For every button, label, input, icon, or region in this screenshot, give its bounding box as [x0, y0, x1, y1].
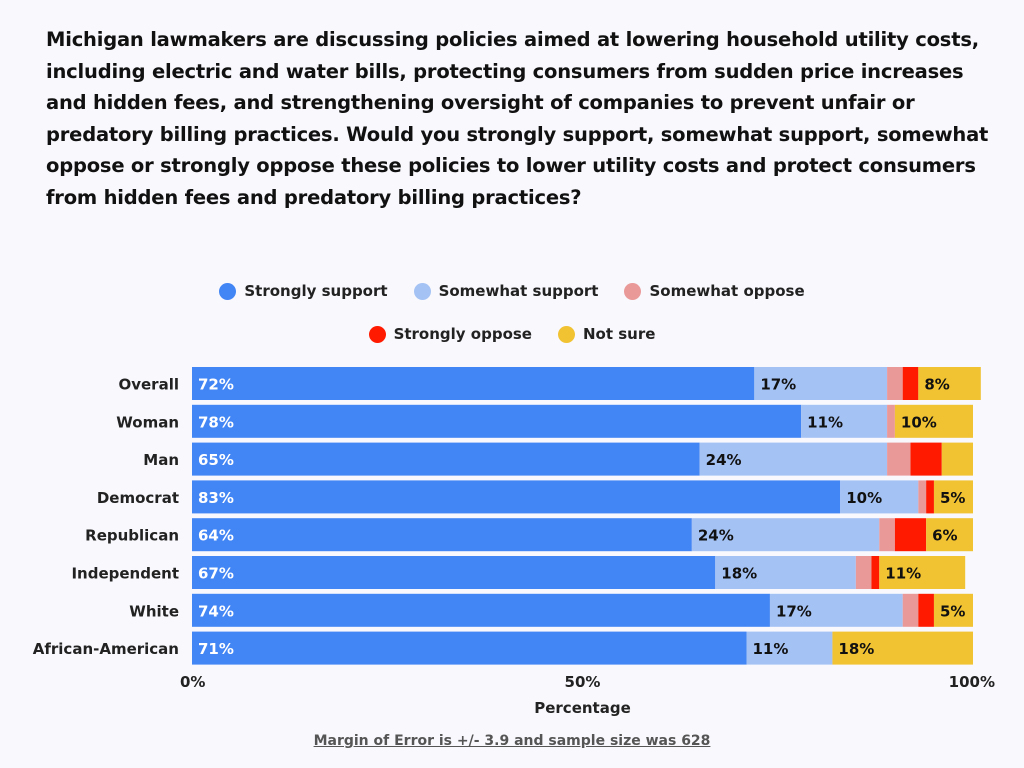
bar-segment	[879, 518, 895, 552]
data-label: 8%	[924, 376, 949, 394]
bar-segment	[918, 367, 981, 400]
chart-title: Michigan lawmakers are discussing polici…	[46, 28, 989, 209]
data-label: 83%	[198, 489, 234, 507]
category-label: Overall	[118, 376, 179, 394]
bar-segment	[871, 556, 880, 589]
data-label: 17%	[776, 602, 812, 620]
bar-segment	[918, 593, 934, 627]
legend-swatch	[368, 325, 386, 343]
bar-segment	[879, 556, 966, 589]
bar-segment	[910, 442, 942, 476]
data-label: 24%	[706, 451, 742, 469]
data-label: 6%	[932, 527, 957, 545]
legend-item: Somewhat oppose	[624, 282, 805, 300]
data-label: 18%	[838, 640, 874, 658]
bar-segment	[192, 367, 755, 400]
bar-segment	[192, 442, 700, 476]
bar-segment	[192, 593, 770, 627]
data-label: 18%	[721, 565, 757, 583]
bar-segment	[926, 480, 934, 514]
x-tick-label: 50%	[565, 673, 601, 691]
legend-item: Strongly support	[219, 282, 388, 300]
legend-label: Somewhat oppose	[649, 282, 805, 300]
bar-segment	[769, 593, 903, 627]
bar-segment	[699, 442, 888, 476]
legend-label: Somewhat support	[438, 282, 599, 300]
data-label: 10%	[846, 489, 882, 507]
category-label: African-American	[33, 640, 179, 658]
margin-of-error-note: Margin of Error is +/- 3.9 and sample si…	[313, 733, 711, 749]
bar-segment	[715, 556, 856, 589]
legend-swatch	[624, 282, 642, 300]
bar-segment	[801, 404, 888, 438]
data-label: 11%	[753, 640, 789, 658]
legend-swatch	[219, 282, 237, 300]
category-label: Independent	[71, 565, 179, 583]
bar-segment	[902, 593, 919, 627]
data-label: 17%	[760, 376, 796, 394]
legend-row-1: Strongly support Somewhat support Somewhat…	[0, 282, 1024, 300]
bar-segment	[894, 518, 927, 552]
data-label: 72%	[198, 376, 234, 394]
data-label: 64%	[198, 527, 234, 545]
category-label: White	[129, 602, 179, 620]
bar-segment	[840, 480, 919, 514]
bar-segment	[933, 480, 973, 514]
legend-label: Strongly oppose	[393, 325, 532, 343]
bar-segment	[887, 442, 911, 476]
bar-segment	[192, 556, 716, 589]
category-label: Republican	[85, 527, 179, 545]
bar-segment	[746, 631, 833, 665]
legend-swatch	[413, 282, 431, 300]
legend-item: Not sure	[557, 325, 656, 343]
data-label: 11%	[885, 565, 921, 583]
bar-segment	[902, 367, 919, 400]
bar-segment	[754, 367, 888, 400]
data-label: 65%	[198, 451, 234, 469]
bar-segment	[855, 556, 872, 589]
legend-swatch	[557, 325, 575, 343]
bar-segment	[192, 631, 747, 665]
bar-segment	[887, 404, 895, 438]
bar-segment	[933, 593, 973, 627]
bar-segment	[832, 631, 973, 665]
data-label: 5%	[940, 602, 965, 620]
category-label: Man	[143, 451, 179, 469]
bar-segment	[192, 404, 802, 438]
legend-item: Somewhat support	[413, 282, 599, 300]
legend-label: Strongly support	[244, 282, 388, 300]
data-label: 10%	[901, 413, 937, 431]
x-tick-label: 0%	[180, 673, 205, 691]
data-label: 74%	[198, 602, 234, 620]
category-label: Woman	[116, 413, 179, 431]
category-label: Democrat	[97, 489, 179, 507]
bar-segment	[894, 404, 973, 438]
legend-row-2: Strongly oppose Not sure	[0, 325, 1024, 343]
legend-label: Not sure	[582, 325, 656, 343]
bar-segment	[192, 518, 692, 552]
legend-item: Strongly oppose	[368, 325, 532, 343]
bar-segment	[926, 518, 973, 552]
data-label: 67%	[198, 565, 234, 583]
x-axis-title: Percentage	[534, 699, 631, 717]
data-label: 78%	[198, 413, 234, 431]
bar-segment	[691, 518, 880, 552]
bar-segment	[941, 442, 973, 476]
data-label: 24%	[698, 527, 734, 545]
data-label: 11%	[807, 413, 843, 431]
bar-segment	[887, 367, 903, 400]
bar-segment	[918, 480, 927, 514]
bar-segment	[192, 480, 841, 514]
x-tick-label: 100%	[949, 673, 995, 691]
data-label: 71%	[198, 640, 234, 658]
data-label: 5%	[940, 489, 965, 507]
